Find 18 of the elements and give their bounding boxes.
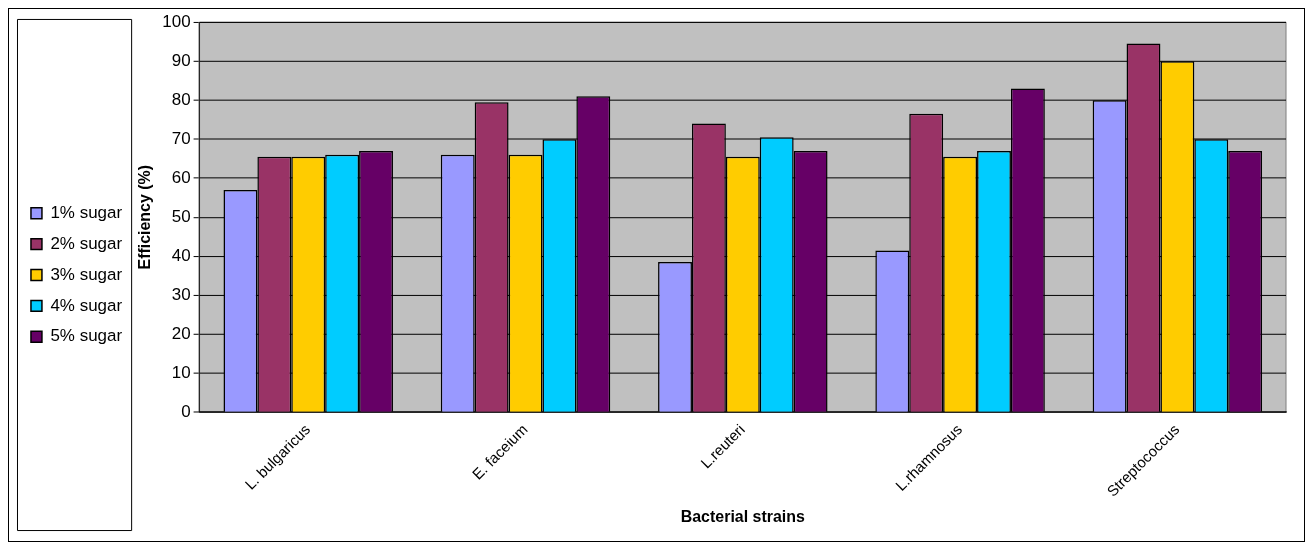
y-tick-label: 10 [171,363,191,382]
y-tick-label: 60 [171,167,191,187]
y-tick-label: 90 [171,50,191,70]
legend-label: 1% sugar [50,202,123,222]
y-axis-title: Efficiency (%) [136,165,154,270]
x-axis-title: Bacterial strains [680,507,806,525]
legend-label: 5% sugar [50,326,123,346]
y-tick-label: 40 [171,245,191,265]
legend-label: 3% sugar [50,264,123,284]
y-tick-label: 20 [171,323,191,343]
y-tick-label: 100 [162,11,191,31]
y-tick-label: 0 [181,402,191,422]
y-tick-label: 80 [171,89,191,109]
y-tick-label: 70 [171,128,191,148]
y-tick-label: 50 [171,206,191,226]
legend-label: 2% sugar [50,233,123,253]
legend-label: 4% sugar [50,295,123,315]
y-tick-label: 30 [171,284,191,304]
